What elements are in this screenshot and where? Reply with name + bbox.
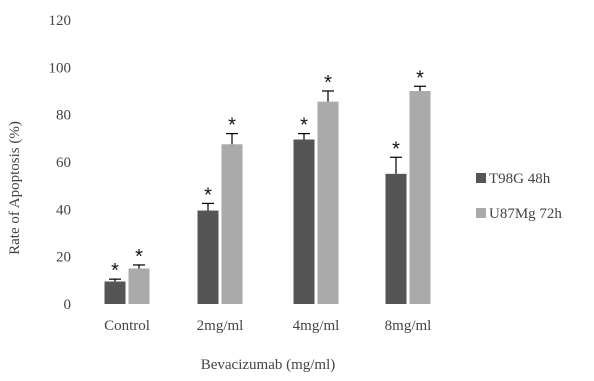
error-bar-0-2 <box>298 133 310 140</box>
x-category-label-2: 4mg/ml <box>293 318 340 334</box>
significance-marker-0-1: * <box>204 184 212 206</box>
error-bar-1-0 <box>133 264 145 269</box>
legend-label-1: U87Mg 72h <box>489 206 562 222</box>
significance-marker-1-0: * <box>135 246 143 268</box>
bar-0-0 <box>104 281 126 304</box>
y-tick-label-2: 40 <box>56 202 71 218</box>
legend: T98G 48h U87Mg 72h <box>476 171 562 222</box>
y-tick-label-6: 120 <box>49 13 72 29</box>
significance-marker-1-2: * <box>324 72 332 94</box>
legend-swatch-0 <box>476 173 486 183</box>
legend-swatch-1 <box>476 208 486 218</box>
significance-marker-1-3: * <box>416 67 424 89</box>
bar-1-3 <box>409 91 431 304</box>
legend-label-0: T98G 48h <box>489 171 551 187</box>
error-bars-group <box>109 85 426 282</box>
error-bar-0-3 <box>390 156 402 174</box>
error-bar-1-1 <box>226 133 238 145</box>
significance-markers-group: * * * * * * * * <box>111 67 424 282</box>
error-bar-0-1 <box>202 202 214 211</box>
error-bar-1-3 <box>414 85 426 91</box>
y-tick-label-3: 60 <box>56 155 71 171</box>
y-tick-label-1: 20 <box>56 250 71 266</box>
x-category-label-0: Control <box>104 318 150 334</box>
bar-0-3 <box>385 173 407 304</box>
x-category-label-1: 2mg/ml <box>197 318 244 334</box>
bar-1-1 <box>221 144 243 304</box>
significance-marker-0-3: * <box>392 138 400 160</box>
bar-1-0 <box>128 268 150 304</box>
bar-0-2 <box>293 139 315 304</box>
y-axis-title: Rate of Apoptosis (%) <box>7 121 23 255</box>
significance-marker-0-2: * <box>300 115 308 137</box>
x-axis-category-labels: Control 2mg/ml 4mg/ml 8mg/ml <box>104 318 431 334</box>
x-axis-title: Bevacizumab (mg/ml) <box>201 357 336 373</box>
x-category-label-3: 8mg/ml <box>385 318 432 334</box>
y-tick-label-0: 0 <box>64 297 72 313</box>
error-bar-1-2 <box>322 90 334 102</box>
bar-1-2 <box>317 101 339 305</box>
error-bar-0-0 <box>109 278 121 282</box>
bars-group <box>104 91 431 305</box>
y-axis-tick-labels: 0 20 40 60 80 100 120 <box>49 13 72 313</box>
significance-marker-1-1: * <box>228 115 236 137</box>
y-tick-label-5: 100 <box>49 60 72 76</box>
bar-0-1 <box>197 210 219 304</box>
significance-marker-0-0: * <box>111 260 119 282</box>
y-tick-label-4: 80 <box>56 108 71 124</box>
